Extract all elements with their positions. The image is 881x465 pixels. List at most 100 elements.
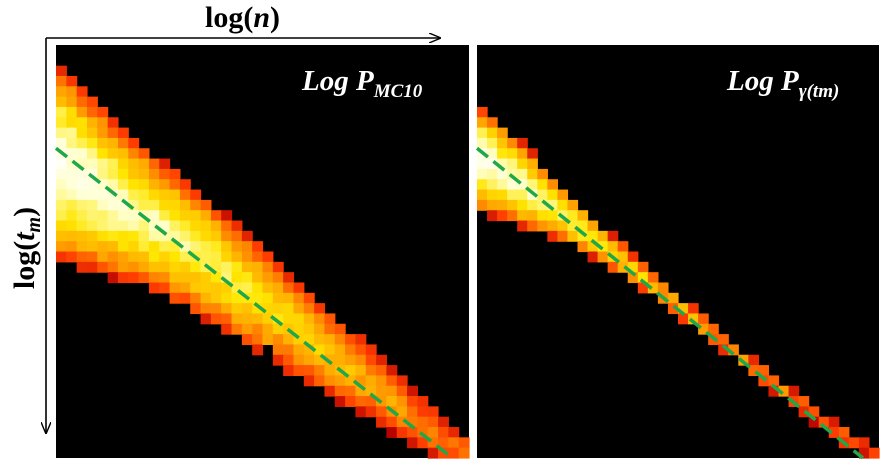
heatmap-cell [868,447,880,459]
heatmap-cell [200,303,212,315]
heatmap-cell [272,292,284,304]
panel-label: Log Pγ(tm) [726,65,839,102]
heatmap-cell [848,437,860,449]
heatmap-cell [190,272,202,284]
heatmap-cell [66,179,78,191]
heatmap-cell [66,241,78,253]
heatmap-cell [828,427,840,438]
heatmap-cell [667,303,679,315]
heatmap-cell [97,179,109,191]
heatmap-cell [272,354,284,366]
heatmap-cell [303,365,315,376]
heatmap-cell [272,344,284,356]
heatmap-cell [241,272,253,284]
heatmap-cell [148,210,160,222]
heatmap-cell [86,179,98,191]
heatmap-cell [148,189,160,201]
heatmap-cell [376,416,387,428]
heatmap-cell [334,396,346,407]
heatmap-cell [386,375,398,387]
heatmap-cell [557,220,569,232]
heatmap-cell [314,313,326,325]
heatmap-cell [272,272,284,284]
heatmap-cell [66,106,78,118]
heatmap-cell [355,365,367,376]
heatmap-cell [138,261,150,273]
heatmap-cell [283,303,295,315]
heatmap-cell [567,220,579,232]
heatmap-cell [487,117,498,129]
heatmap-cell [169,230,181,242]
heatmap-cell [76,86,88,98]
heatmap-cell [718,334,729,346]
heatmap-cell [231,292,243,304]
heatmap-cell [458,447,470,459]
heatmap-cell [159,199,171,211]
heatmap-cell [159,220,171,232]
heatmap-cell [210,272,222,284]
heatmap-cell [76,148,88,160]
heatmap-cell [107,127,119,139]
heatmap-cell [231,272,243,284]
heatmap-cell [159,261,171,273]
heatmap-cell [355,334,367,346]
heatmap-cell [487,158,498,170]
heatmap-cell [107,241,119,253]
heatmap-panel-mc10: Log PMC10 [54,45,470,460]
heatmap-cell [587,220,599,232]
heatmap-cell [66,117,78,129]
heatmap-cell [283,292,295,304]
heatmap-cell [66,158,78,170]
heatmap-cell [148,251,160,263]
heatmap-cell [262,292,274,304]
heatmap-cell [303,292,315,304]
heatmap-cell [527,220,538,232]
heatmap-cell [241,303,253,315]
heatmap-cell [497,199,508,211]
heatmap-cell [128,189,140,201]
heatmap-cell [159,189,171,201]
heatmap-cell [345,354,357,366]
heatmap-cell [283,354,295,366]
x-axis-label: log(n) [205,1,280,34]
heatmap-cell [200,272,212,284]
heatmap-cell [210,241,222,253]
heatmap-cell [314,323,326,335]
fit-line [475,146,865,460]
heatmap-cell [647,272,659,284]
heatmap-cell [577,220,589,232]
heatmap-cell [386,396,398,407]
heatmap-cell [117,148,129,160]
heatmap-cell [66,96,78,108]
heatmap-cell [507,189,518,201]
heatmap-cell [138,230,150,242]
heatmap-cell [97,230,109,242]
heatmap-cell [66,199,78,211]
heatmap-cell [66,210,78,222]
heatmap-cell [376,406,387,418]
heatmap-cell [66,168,78,180]
heatmap-cell [497,189,508,201]
heatmap-cell [778,385,790,397]
heatmap-cell [345,334,357,346]
heatmap-cell [128,158,140,170]
heatmap-cell [262,251,274,263]
heatmap-cell [148,230,160,242]
heatmap-cell [262,303,274,315]
heatmap-cell [221,292,233,304]
heatmap-cell [303,323,315,335]
heatmap-cell [324,323,336,335]
heatmap-cell [748,354,759,366]
heatmap-cell [283,334,295,346]
heatmap-cell [637,261,649,273]
heatmap-cell [517,137,528,149]
heatmap-cell [507,158,518,170]
heatmap-cell [858,447,870,459]
heatmap-cell [314,344,326,356]
heatmap-cell [86,241,98,253]
heatmap-cell [200,230,212,242]
heatmap-cell [179,179,191,191]
heatmap-cell [231,220,243,232]
heatmap-cell [159,168,171,180]
heatmap-cell [138,179,150,191]
